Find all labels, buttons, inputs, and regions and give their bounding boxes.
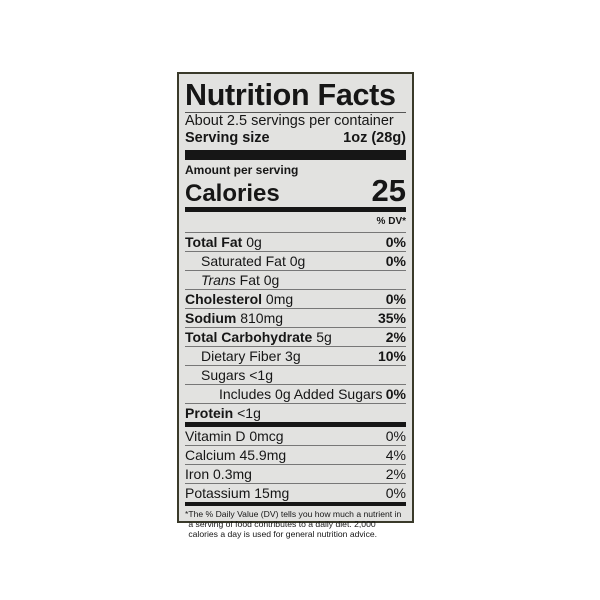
vitamin-name: Calcium 45.9mg <box>185 447 287 463</box>
vitamin-name: Potassium 15mg <box>185 485 290 501</box>
nutrient-label: Total Carbohydrate <box>185 329 313 345</box>
nutrient-name: Sodium 810mg <box>185 309 283 327</box>
calories-value: 25 <box>371 173 406 208</box>
nutrient-row: Dietary Fiber 3g 10% <box>185 346 406 365</box>
nutrient-name: Trans Fat 0g <box>185 271 279 289</box>
vitamin-dv: 0% <box>385 428 406 444</box>
nutrient-row: Saturated Fat 0g 0% <box>185 251 406 270</box>
serving-size: Serving size 1oz (28g) <box>185 130 406 147</box>
nutrient-row: Trans Fat 0g <box>185 270 406 289</box>
nutrient-amount: <1g <box>249 367 273 383</box>
thick-divider <box>185 422 406 427</box>
nutrient-amount: 0mg <box>265 291 294 307</box>
vitamin-dv: 2% <box>385 466 406 482</box>
calories-label: Calories <box>185 180 280 207</box>
nutrient-row: Total Carbohydrate 5g 2% <box>185 327 406 346</box>
nutrient-list: Total Fat 0g 0% Saturated Fat 0g 0% Trans Fa… <box>185 232 406 422</box>
footnote-mark: * <box>185 509 189 519</box>
nutrient-amount: 3g <box>285 348 301 364</box>
nutrient-name: Cholesterol 0mg <box>185 290 293 308</box>
medium-divider <box>185 207 406 212</box>
footnote-text: The % Daily Value (DV) tells you how muc… <box>188 509 402 539</box>
nutrient-label: Sugars <box>201 367 246 383</box>
nutrient-name: Includes 0g Added Sugars <box>185 385 382 403</box>
nutrient-amount: 810mg <box>240 310 284 326</box>
nutrient-amount: 0g <box>246 234 262 250</box>
nutrient-name: Protein <1g <box>185 404 261 422</box>
vitamin-row: Calcium 45.9mg 4% <box>185 445 406 464</box>
nutrient-label: Sodium <box>185 310 237 326</box>
vitamin-dv: 4% <box>385 447 406 463</box>
calories-row: Calories 25 <box>185 173 406 208</box>
serving-size-value: 1oz (28g) <box>343 130 406 146</box>
nutrient-amount: 5g <box>316 329 332 345</box>
dv-header: % DV* <box>376 216 406 227</box>
nutrient-dv: 0% <box>385 291 406 307</box>
nutrient-label: Includes 0g Added Sugars <box>219 386 383 402</box>
nutrient-row: Sodium 810mg 35% <box>185 308 406 327</box>
nutrient-row: Cholesterol 0mg 0% <box>185 289 406 308</box>
nutrient-label: Protein <box>185 405 234 421</box>
nutrient-label: Total Fat <box>185 234 243 250</box>
nutrient-label-suffix: Fat <box>239 272 260 288</box>
nutrient-row: Total Fat 0g 0% <box>185 232 406 251</box>
amount-per-serving: Amount per serving <box>185 163 299 177</box>
nutrient-amount: 0g <box>263 272 280 288</box>
label-title: Nutrition Facts <box>185 78 396 112</box>
nutrient-amount: 0g <box>289 253 306 269</box>
vitamin-list: Vitamin D 0mcg 0% Calcium 45.9mg 4% Iron 0.3… <box>185 427 406 502</box>
nutrient-dv: 2% <box>385 329 406 345</box>
nutrient-row: Sugars <1g <box>185 365 406 384</box>
divider <box>185 112 406 113</box>
nutrient-row: Protein <1g <box>185 403 406 422</box>
thick-divider <box>185 150 406 160</box>
serving-size-label: Serving size <box>185 130 270 146</box>
nutrient-name: Dietary Fiber 3g <box>185 347 301 365</box>
nutrient-dv: 0% <box>385 253 406 269</box>
thick-divider <box>185 502 406 506</box>
nutrient-dv: 10% <box>377 348 406 364</box>
nutrient-amount: <1g <box>237 405 261 421</box>
nutrient-label: Trans <box>201 272 236 288</box>
nutrient-name: Sugars <1g <box>185 366 273 384</box>
footnote: * The % Daily Value (DV) tells you how m… <box>185 506 406 539</box>
vitamin-row: Vitamin D 0mcg 0% <box>185 427 406 445</box>
nutrient-label: Dietary Fiber <box>201 348 282 364</box>
nutrient-label: Saturated Fat <box>201 253 286 269</box>
nutrient-dv: 35% <box>377 310 406 326</box>
vitamin-row: Potassium 15mg 0% <box>185 483 406 502</box>
nutrient-dv: 0% <box>385 234 406 250</box>
nutrient-name: Total Fat 0g <box>185 233 262 251</box>
vitamin-name: Iron 0.3mg <box>185 466 252 482</box>
nutrient-name: Total Carbohydrate 5g <box>185 328 332 346</box>
nutrient-label: Cholesterol <box>185 291 263 307</box>
nutrient-dv: 0% <box>385 386 406 402</box>
vitamin-dv: 0% <box>385 485 406 501</box>
vitamin-row: Iron 0.3mg 2% <box>185 464 406 483</box>
nutrient-name: Saturated Fat 0g <box>185 252 305 270</box>
servings-per-container: About 2.5 servings per container <box>185 113 394 129</box>
vitamin-name: Vitamin D 0mcg <box>185 428 284 444</box>
nutrition-label: Nutrition Facts About 2.5 servings per c… <box>177 72 414 539</box>
nutrient-row: Includes 0g Added Sugars 0% <box>185 384 406 403</box>
